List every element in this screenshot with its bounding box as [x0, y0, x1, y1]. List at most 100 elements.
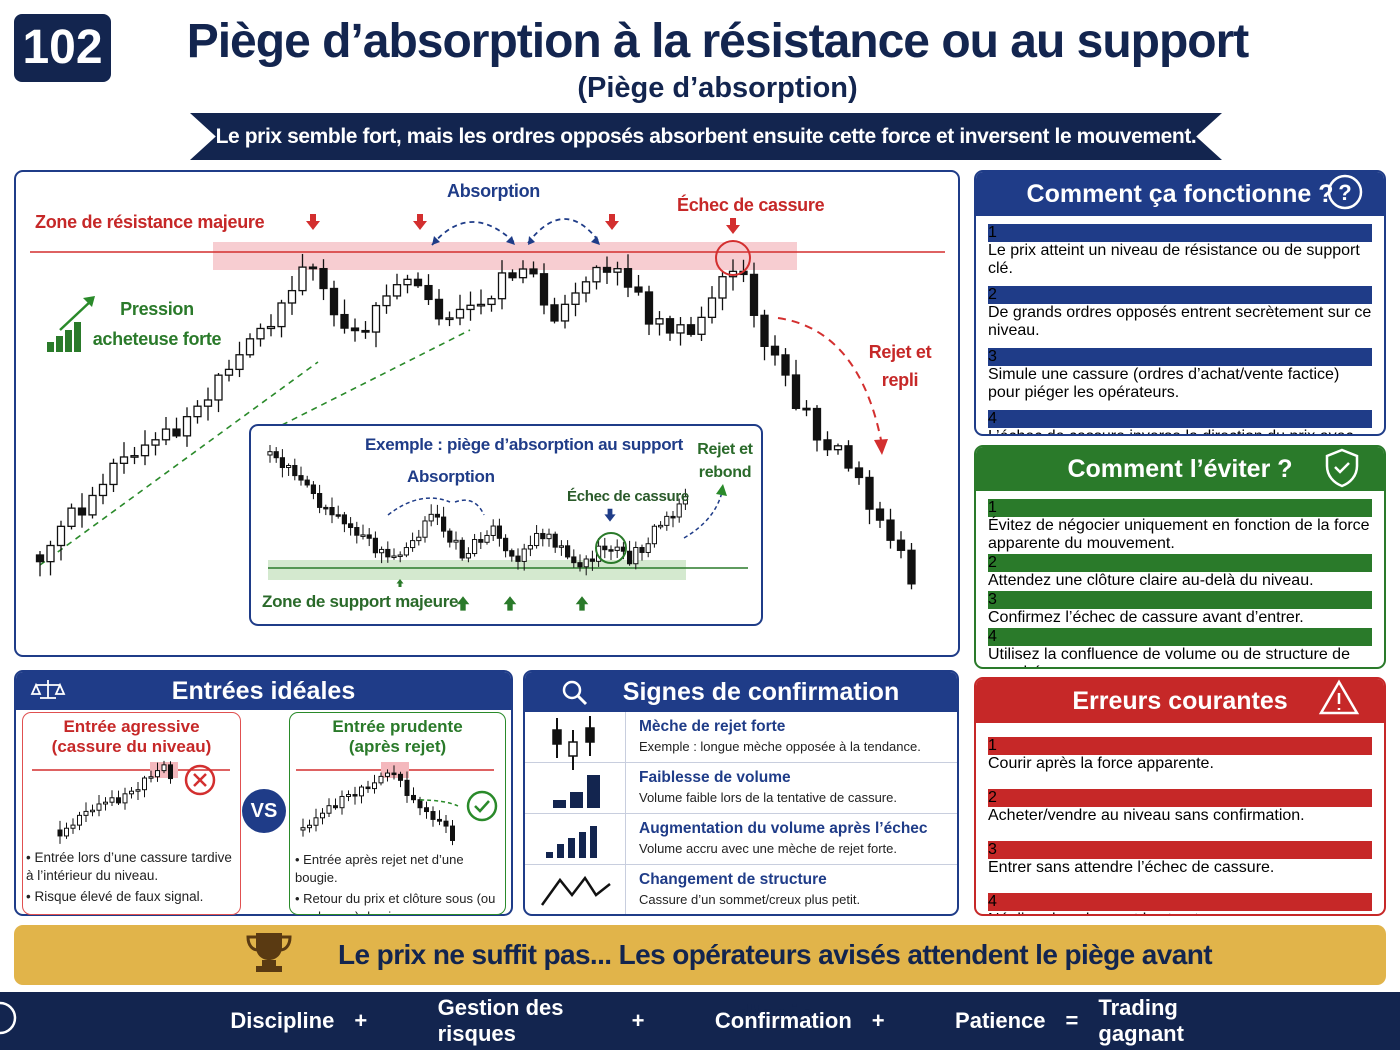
how-panel: Comment ça fonctionne ? 1 Le prix atteint… [974, 170, 1386, 436]
sign-text: Volume faible lors de la tentative de ca… [639, 790, 897, 805]
bullet-dot: • [295, 891, 304, 906]
step-number: 2 [988, 286, 1372, 304]
step-number: 2 [988, 789, 1372, 807]
footer-icon [905, 1003, 941, 1039]
label: Rejet et repli [868, 342, 932, 390]
vs-badge: VS [242, 789, 286, 833]
bullet-dot: • [295, 852, 304, 867]
label: Absorption [407, 467, 495, 486]
title: Piège d’absorption à la résistance ou au… [186, 15, 1250, 68]
bullet-text: Entrée après rejet net d’une bougie. [295, 852, 464, 885]
footer-bar [0, 992, 1400, 1050]
sign-title: Augmentation du volume après l’échec [639, 820, 928, 837]
step-text: Le prix atteint un niveau de résistance … [988, 242, 1360, 277]
step: 2 De grands ordres opposés entrent secrèt… [988, 286, 1372, 340]
step-text: Attendez une clôture claire au-delà du n… [988, 572, 1314, 589]
sign-row: Faiblesse de volume Volume faible lors de… [525, 762, 957, 813]
panel-title: Signes de confirmation [525, 672, 957, 712]
sign-text: Cassure d’un sommet/creux plus petit. [639, 892, 861, 907]
step-text: L’échec de cassure inverse la direction … [988, 428, 1372, 434]
bullet-text: Entrée lors d’une cassure tardive à l’in… [26, 850, 232, 883]
step-number: 3 [988, 841, 1372, 859]
label: Échec de cassure [677, 195, 825, 215]
step: 2 Attendez une clôture claire au-delà du … [988, 554, 1372, 590]
icon-divider [625, 763, 626, 813]
footer-operator: = [1065, 1008, 1079, 1033]
label: Zone de résistance majeure [35, 212, 265, 232]
step: 4Négliger le volume et la structure. [988, 893, 1372, 914]
sign-row: Changement de structure Cassure d’un somm… [525, 864, 957, 914]
step: 2 Acheter/vendre au niveau sans confirmat… [988, 789, 1372, 825]
step-text: Évitez de négocier uniquement en fonctio… [988, 517, 1370, 552]
label: Absorption [447, 181, 540, 201]
banner-text: Le prix semble fort, mais les ordres opp… [215, 125, 1197, 148]
step-text: Confirmez l’échec de cassure avant d’ent… [988, 609, 1304, 626]
label: Rejet et rebond [697, 441, 753, 481]
step-text: Simule une cassure (ordres d’achat/vente… [988, 366, 1340, 401]
footer-item: Gestion des risques [437, 995, 564, 1046]
step-number: 1 [988, 499, 1372, 517]
bullet-dot: • [26, 889, 35, 904]
step-number: 3 [988, 591, 1372, 609]
icon-divider [625, 712, 626, 762]
footer-item: Patience [955, 1008, 1046, 1033]
box-title: Entrée agressive [63, 717, 200, 736]
step-text: Utilisez la confluence de volume ou de s… [988, 646, 1350, 667]
step-number: 3 [988, 348, 1372, 366]
bullet: • Entrée lors d’une cassure tardive à l’… [26, 849, 236, 885]
box-subtitle: (après rejet) [348, 737, 447, 756]
step-text: De grands ordres opposés entrent secrète… [988, 304, 1372, 339]
step-number: 4 [988, 893, 1372, 911]
footer-operator: + [871, 1008, 885, 1033]
icon-divider [625, 814, 626, 864]
footer-banner-text: Le prix ne suffit pas... Les opérateurs … [338, 939, 1213, 1030]
footer-icon [664, 1003, 700, 1039]
bullet: • Entrée après rejet net d’une bougie. [295, 851, 501, 887]
step: 1 Évitez de négocier uniquement en foncti… [988, 499, 1372, 553]
main-chart-panel [14, 170, 960, 657]
panel-title: Comment ça fonctionne ? [976, 172, 1384, 216]
footer-operator: + [631, 1008, 645, 1033]
bullet: • Retour du prix et clôture sous (ou au-… [295, 890, 501, 914]
step: 1 Le prix atteint un niveau de résistance… [988, 224, 1372, 278]
footer-operator: + [354, 1008, 368, 1033]
footer-icon [180, 1003, 216, 1039]
badge-number: 102 [14, 14, 111, 82]
icon-divider [625, 865, 626, 914]
bullet-text: Retour du prix et clôture sous (ou au-de… [295, 891, 496, 914]
step: 3 Simule une cassure (ordres d’achat/vent… [988, 348, 1372, 402]
prudent-box: Entrée prudente (après rejet) • Entrée a… [289, 712, 506, 915]
sign-title: Changement de structure [639, 871, 827, 888]
step-number: 4 [988, 410, 1372, 428]
step: 4L’échec de cassure inverse la direction… [988, 410, 1372, 434]
aggressive-box: Entrée agressive (cassure du niveau) • E… [22, 712, 241, 915]
panel-title: Comment l’éviter ? [976, 447, 1384, 491]
step: 1 Courir après la force apparente. [988, 737, 1372, 773]
sign-title: Mèche de rejet forte [639, 718, 786, 735]
footer-result: Trading gagnant [1098, 995, 1184, 1046]
sign-row: Augmentation du volume après l’échec Volu… [525, 813, 957, 864]
step: 4 Utilisez la confluence de volume ou de … [988, 628, 1372, 667]
step: 3 Confirmez l’échec de cassure avant d’en… [988, 591, 1372, 627]
step-text: Négliger le volume et la structure. [988, 911, 1372, 914]
step-text: Entrer sans attendre l’échec de cassure. [988, 859, 1275, 876]
sign-title: Faiblesse de volume [639, 769, 791, 786]
bullet: • Risque élevé de faux signal. [26, 888, 236, 906]
step-number: 2 [988, 554, 1372, 572]
step: 3 Entrer sans attendre l’échec de cassure… [988, 841, 1372, 877]
step-number: 4 [988, 628, 1372, 646]
footer-formula: Discipline + Gestion des risques + Confirmat… [180, 992, 1240, 1050]
label: Pression acheteuse forte [92, 299, 222, 349]
footer-banner [14, 925, 1386, 985]
step-text: Acheter/vendre au niveau sans confirmati… [988, 807, 1305, 824]
panel-title: Erreurs courantes [976, 679, 1384, 723]
label: Exemple : piège d’absorption au support [365, 435, 683, 454]
signs-panel: Signes de confirmation Mèche de rejet fo… [523, 670, 959, 916]
box-title: Entrée prudente [332, 717, 463, 736]
banner-ribbon [190, 113, 1222, 160]
bullet-text: Risque élevé de faux signal. [34, 889, 204, 904]
step-number: 1 [988, 224, 1372, 242]
footer-icon [387, 1003, 423, 1039]
step-text: Courir après la force apparente. [988, 755, 1214, 772]
